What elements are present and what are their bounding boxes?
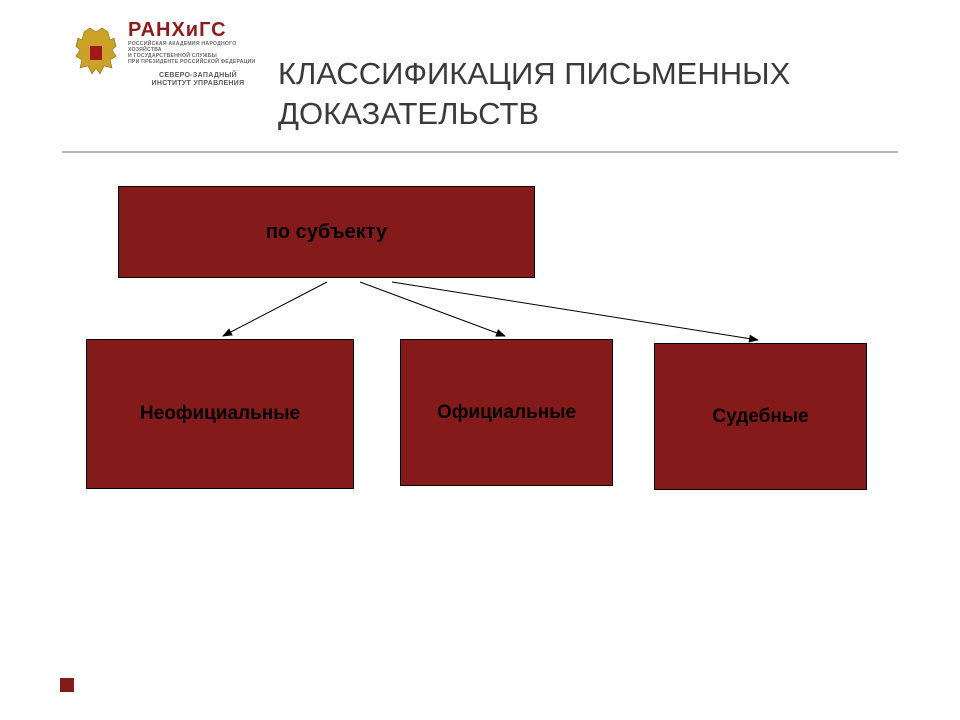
logo: РАНХиГС РОССИЙСКАЯ АКАДЕМИЯ НАРОДНОГО ХО… bbox=[70, 18, 250, 118]
diagram-node-root: по субъекту bbox=[118, 186, 535, 278]
slide-title: КЛАССИФИКАЦИЯ ПИСЬМЕННЫХ ДОКАЗАТЕЛЬСТВ bbox=[278, 54, 898, 135]
diagram-node-label: Неофициальные bbox=[140, 403, 300, 425]
diagram-node-n2: Официальные bbox=[400, 339, 613, 486]
diagram-edge bbox=[223, 282, 327, 336]
footer-bullet bbox=[60, 678, 74, 692]
diagram-node-label: Судебные bbox=[712, 406, 808, 428]
logo-subline: РОССИЙСКАЯ АКАДЕМИЯ НАРОДНОГО ХОЗЯЙСТВА … bbox=[128, 42, 268, 66]
divider-line bbox=[62, 151, 898, 153]
diagram-node-n3: Судебные bbox=[654, 343, 867, 490]
diagram-edge bbox=[392, 282, 758, 340]
logo-institute: СЕВЕРО-ЗАПАДНЫЙ ИНСТИТУТ УПРАВЛЕНИЯ bbox=[128, 72, 268, 88]
diagram-node-label: по субъекту bbox=[266, 221, 387, 244]
diagram-node-n1: Неофициальные bbox=[86, 339, 354, 489]
diagram-node-label: Официальные bbox=[437, 402, 576, 424]
diagram-edge bbox=[360, 282, 505, 336]
logo-text: РАНХиГС РОССИЙСКАЯ АКАДЕМИЯ НАРОДНОГО ХО… bbox=[128, 20, 268, 88]
logo-emblem bbox=[70, 26, 122, 78]
logo-brand: РАНХиГС bbox=[128, 20, 268, 40]
